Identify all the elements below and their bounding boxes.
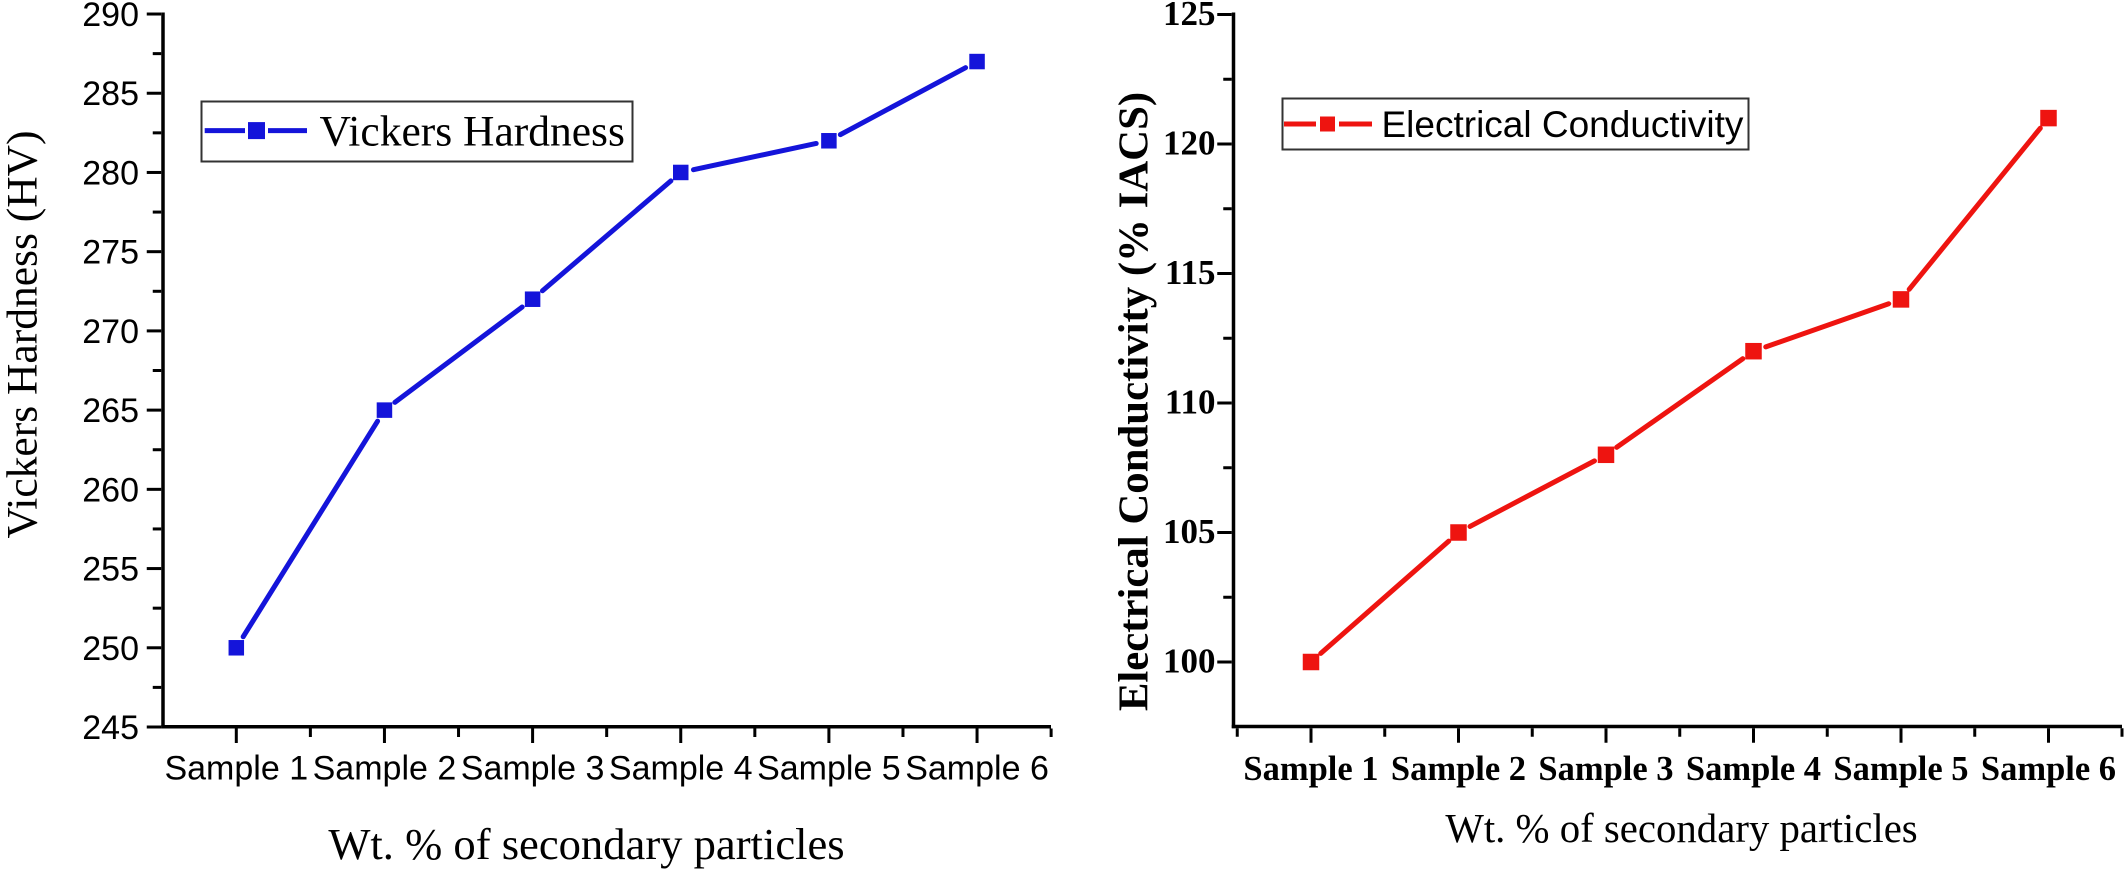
- svg-text:265: 265: [82, 392, 139, 430]
- svg-text:285: 285: [82, 75, 139, 113]
- svg-text:250: 250: [82, 630, 139, 668]
- svg-text:Sample 3: Sample 3: [461, 750, 605, 788]
- svg-text:270: 270: [82, 313, 139, 351]
- svg-text:Sample 6: Sample 6: [1981, 750, 2116, 788]
- svg-text:255: 255: [82, 551, 139, 589]
- svg-text:120: 120: [1163, 124, 1216, 163]
- svg-text:Sample 1: Sample 1: [164, 750, 308, 788]
- svg-text:Vickers Hardness: Vickers Hardness: [320, 108, 625, 156]
- svg-text:280: 280: [82, 154, 139, 192]
- svg-text:Electrical Conductivity (% IAC: Electrical Conductivity (% IACS): [1111, 92, 1158, 711]
- svg-text:260: 260: [82, 471, 139, 509]
- svg-text:Sample 3: Sample 3: [1538, 750, 1673, 788]
- svg-text:Electrical Conductivity: Electrical Conductivity: [1382, 104, 1744, 145]
- svg-text:245: 245: [82, 709, 139, 747]
- svg-text:Wt. % of secondary particles: Wt. % of secondary particles: [328, 819, 844, 869]
- svg-text:Sample 5: Sample 5: [757, 750, 901, 788]
- svg-text:Sample 6: Sample 6: [905, 750, 1049, 788]
- svg-text:290: 290: [82, 0, 139, 34]
- svg-text:125: 125: [1163, 0, 1216, 33]
- svg-text:Sample 2: Sample 2: [1391, 750, 1526, 788]
- svg-text:Sample 4: Sample 4: [609, 750, 753, 788]
- svg-text:275: 275: [82, 234, 139, 272]
- svg-text:Wt. % of secondary particles: Wt. % of secondary particles: [1445, 806, 1917, 851]
- svg-text:Sample 1: Sample 1: [1243, 750, 1378, 788]
- svg-text:Sample 4: Sample 4: [1686, 750, 1821, 788]
- svg-text:Vickers Hardness (HV): Vickers Hardness (HV): [0, 130, 47, 538]
- svg-text:105: 105: [1163, 512, 1216, 551]
- svg-text:Sample 5: Sample 5: [1833, 750, 1968, 788]
- svg-text:115: 115: [1165, 253, 1216, 292]
- svg-text:100: 100: [1163, 642, 1216, 681]
- svg-text:Sample 2: Sample 2: [313, 750, 457, 788]
- svg-text:110: 110: [1165, 383, 1216, 422]
